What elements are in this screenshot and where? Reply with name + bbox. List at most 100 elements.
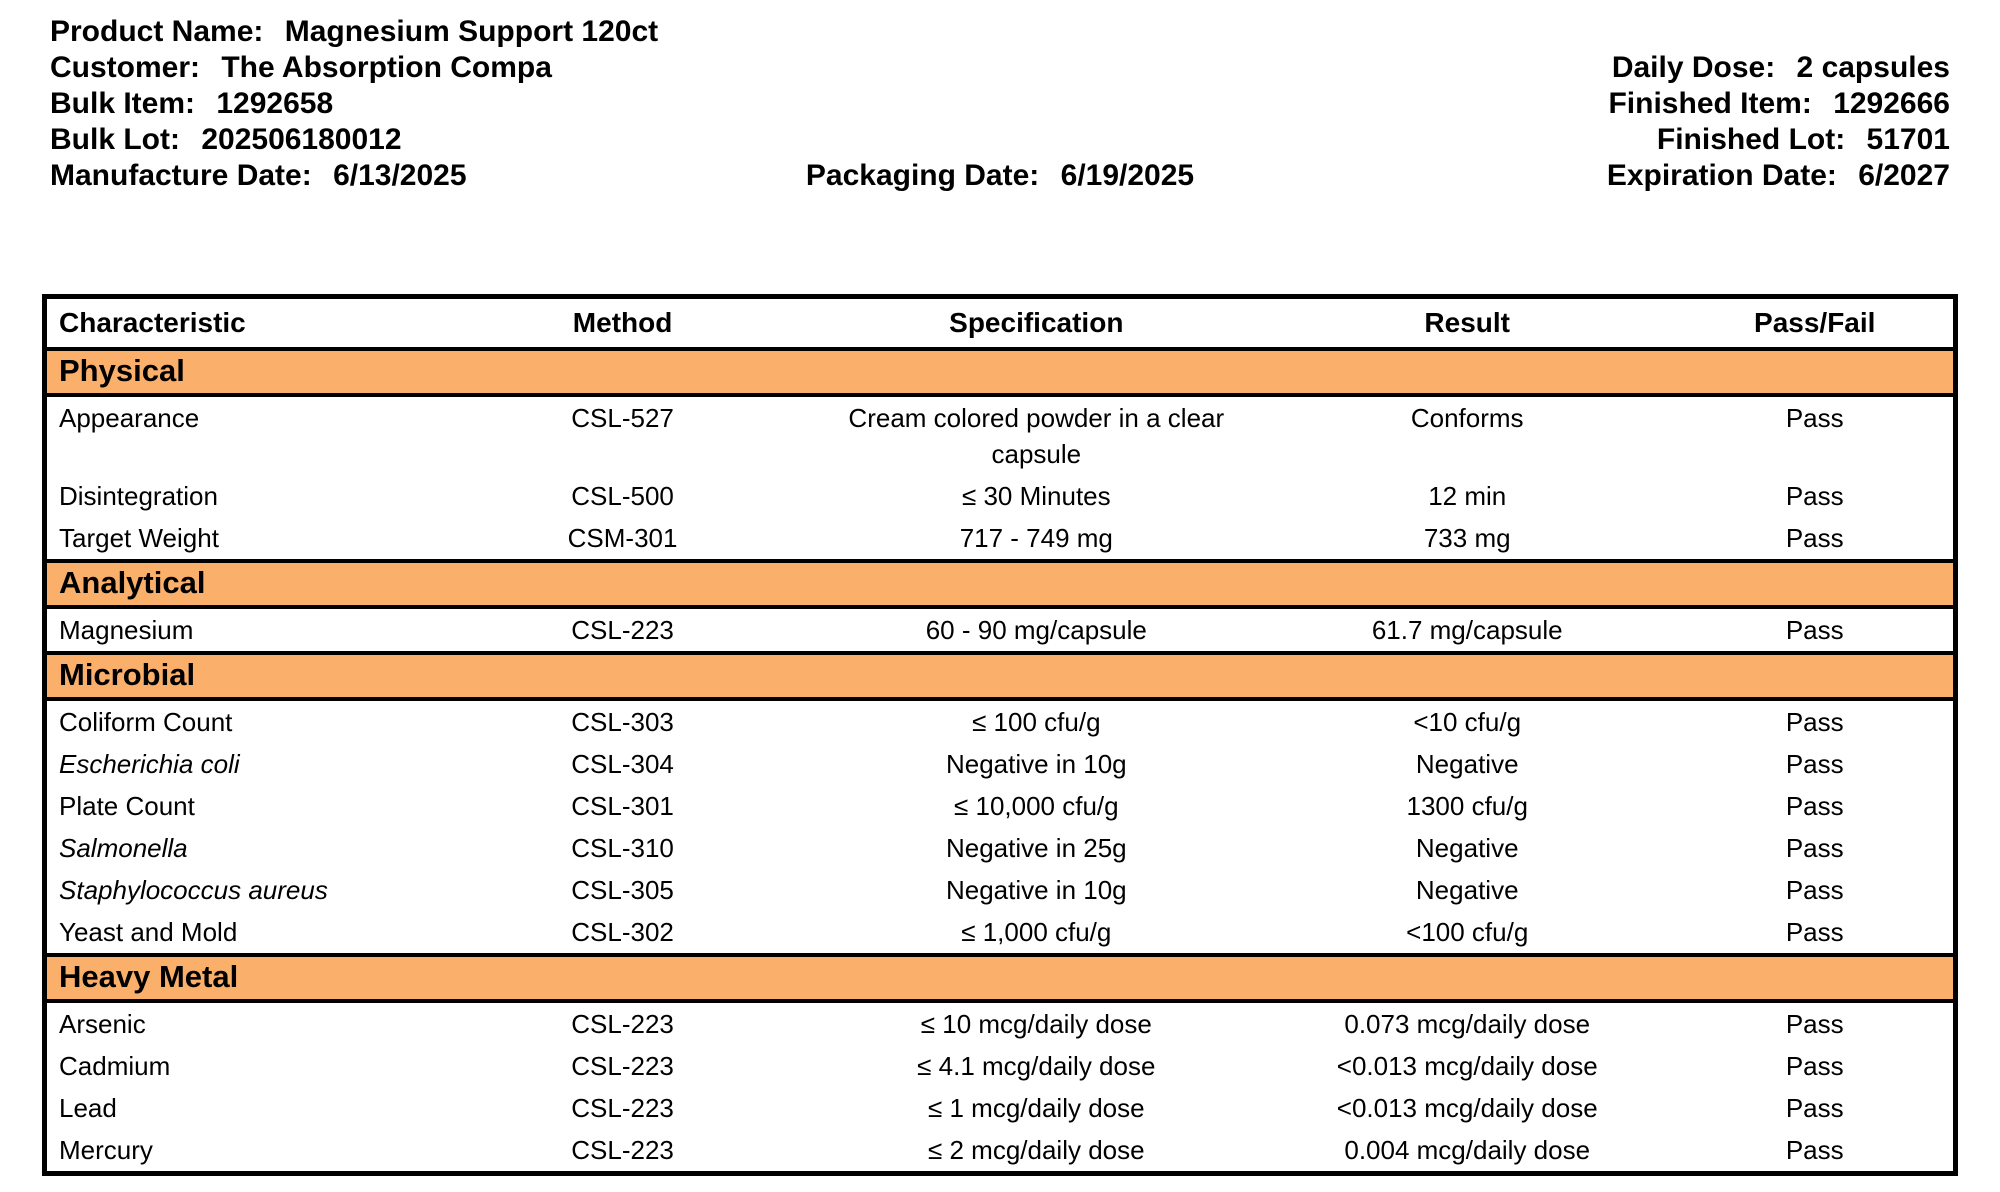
cell-characteristic: Cadmium	[59, 1051, 171, 1081]
cell-result: 12 min	[1428, 481, 1507, 511]
cell-method: CSL-223	[571, 1093, 674, 1123]
cell-characteristic: Salmonella	[59, 833, 188, 863]
finished-lot-field: Finished Lot: 51701	[1657, 123, 1950, 156]
cell-result: <0.013 mcg/daily dose	[1336, 1093, 1598, 1123]
table-row: Yeast and Mold CSL-302 ≤ 1,000 cfu/g <100 c…	[45, 911, 1956, 955]
bulk-lot-field: Bulk Lot: 202506180012	[50, 123, 402, 156]
bulk-item-value: 1292658	[216, 87, 334, 120]
finished-lot-value: 51701	[1866, 123, 1950, 156]
table-row: Mercury CSL-223 ≤ 2 mcg/daily dose 0.004 mc…	[45, 1129, 1956, 1174]
cell-specification: Negative in 10g	[945, 749, 1127, 779]
cell-result: Conforms	[1410, 403, 1524, 433]
cell-specification: Negative in 25g	[945, 833, 1127, 863]
cell-specification: ≤ 4.1 mcg/daily dose	[917, 1051, 1156, 1081]
table-row: Salmonella CSL-310 Negative in 25g Negative…	[45, 827, 1956, 869]
cell-result: 61.7 mg/capsule	[1371, 615, 1563, 645]
manufacture-date-field: Manufacture Date: 6/13/2025	[50, 159, 467, 192]
product-name-value: Magnesium Support 120ct	[284, 15, 659, 48]
cell-result: <100 cfu/g	[1406, 917, 1529, 947]
header-row-dates: Manufacture Date: 6/13/2025 Packaging Da…	[50, 158, 1950, 194]
cell-pass-fail: Pass	[1785, 1135, 1844, 1165]
cell-method: CSL-500	[571, 481, 674, 511]
packaging-date-value: 6/19/2025	[1060, 159, 1195, 192]
bulk-lot-value: 202506180012	[201, 123, 402, 156]
cell-method: CSL-223	[571, 1135, 674, 1165]
column-header-method: Method	[430, 296, 815, 351]
cell-specification: 60 - 90 mg/capsule	[925, 615, 1147, 645]
cell-specification: ≤ 10,000 cfu/g	[953, 791, 1119, 821]
cell-result: <0.013 mcg/daily dose	[1336, 1051, 1598, 1081]
cell-pass-fail: Pass	[1785, 875, 1844, 905]
cell-pass-fail: Pass	[1785, 481, 1844, 511]
cell-result: Negative	[1415, 749, 1519, 779]
cell-specification: Negative in 10g	[945, 875, 1127, 905]
expiration-date-field: Expiration Date: 6/2027	[1607, 159, 1950, 192]
column-header-result: Result	[1257, 296, 1677, 351]
section-title: Microbial	[44, 651, 1956, 701]
daily-dose-value: 2 capsules	[1796, 51, 1950, 84]
cell-characteristic: Target Weight	[59, 523, 219, 553]
section-header-row: Analytical	[44, 559, 1956, 609]
cell-specification: ≤ 100 cfu/g	[972, 707, 1101, 737]
header-row-lot: Bulk Lot: 202506180012 Finished Lot: 517…	[50, 122, 1950, 158]
customer-value: The Absorption Compa	[221, 51, 552, 84]
cell-pass-fail: Pass	[1785, 833, 1844, 863]
cell-method: CSL-301	[571, 791, 674, 821]
cell-result: 1300 cfu/g	[1406, 791, 1528, 821]
table-row: Escherichia coli CSL-304 Negative in 10g Ne…	[45, 743, 1956, 785]
cell-result: 0.073 mcg/daily dose	[1344, 1009, 1591, 1039]
cell-result: Negative	[1415, 875, 1519, 905]
cell-method: CSL-527	[571, 403, 674, 433]
cell-characteristic: Lead	[59, 1093, 117, 1123]
cell-pass-fail: Pass	[1785, 917, 1844, 947]
cell-characteristic: Mercury	[59, 1135, 153, 1165]
cell-result: 0.004 mcg/daily dose	[1344, 1135, 1591, 1165]
cell-pass-fail: Pass	[1785, 749, 1844, 779]
cell-characteristic: Staphylococcus aureus	[59, 875, 328, 905]
cell-method: CSL-223	[571, 1051, 674, 1081]
section-header-row: Physical	[44, 347, 1956, 397]
document-header: Product Name: Magnesium Support 120ct Cu…	[0, 0, 2000, 194]
cell-method: CSM-301	[567, 523, 678, 553]
finished-item-field: Finished Item: 1292666	[1608, 87, 1950, 120]
table-row: Plate Count CSL-301 ≤ 10,000 cfu/g 1300 cfu…	[45, 785, 1956, 827]
daily-dose-field: Daily Dose: 2 capsules	[1612, 51, 1950, 84]
cell-specification: 717 - 749 mg	[959, 523, 1113, 553]
cell-pass-fail: Pass	[1785, 707, 1844, 737]
table-row: Lead CSL-223 ≤ 1 mcg/daily dose <0.013 mcg/…	[45, 1087, 1956, 1129]
section-header-row: Microbial	[44, 651, 1956, 701]
finished-lot-label: Finished Lot:	[1656, 123, 1846, 156]
cell-characteristic: Magnesium	[59, 615, 194, 645]
cell-method: CSL-223	[571, 1009, 674, 1039]
column-header-characteristic: Characteristic	[44, 296, 431, 351]
cell-pass-fail: Pass	[1785, 1009, 1844, 1039]
table-row: Magnesium CSL-223 60 - 90 mg/capsule 61.7 m…	[45, 607, 1956, 653]
table-row: Appearance CSL-527 Cream colored powder in…	[45, 395, 1956, 475]
cell-method: CSL-305	[571, 875, 674, 905]
bulk-item-label: Bulk Item:	[50, 87, 196, 120]
cell-characteristic: Coliform Count	[59, 707, 233, 737]
manufacture-date-value: 6/13/2025	[333, 159, 467, 192]
cell-result: 733 mg	[1423, 523, 1511, 553]
finished-item-label: Finished Item:	[1608, 87, 1812, 120]
cell-characteristic: Arsenic	[59, 1009, 146, 1039]
cell-characteristic: Appearance	[59, 403, 200, 433]
expiration-date-value: 6/2027	[1858, 159, 1950, 192]
packaging-date-label: Packaging Date:	[805, 159, 1040, 192]
customer-field: Customer: The Absorption Compa	[50, 51, 552, 84]
packaging-date-field: Packaging Date: 6/19/2025	[806, 159, 1194, 192]
cell-specification: Cream colored powder in a clear capsule	[848, 403, 1225, 469]
cell-method: CSL-304	[571, 749, 674, 779]
cell-result: Negative	[1415, 833, 1519, 863]
cell-characteristic: Escherichia coli	[59, 749, 240, 779]
expiration-date-label: Expiration Date:	[1606, 159, 1837, 192]
cell-method: CSL-223	[571, 615, 674, 645]
header-row-customer: Customer: The Absorption Compa Daily Dos…	[50, 50, 1950, 86]
table-row: Arsenic CSL-223 ≤ 10 mcg/daily dose 0.073 m…	[45, 1001, 1956, 1045]
bulk-lot-label: Bulk Lot:	[50, 123, 180, 156]
daily-dose-label: Daily Dose:	[1611, 51, 1776, 84]
cell-method: CSL-303	[571, 707, 674, 737]
cell-pass-fail: Pass	[1785, 403, 1844, 433]
cell-pass-fail: Pass	[1785, 615, 1844, 645]
